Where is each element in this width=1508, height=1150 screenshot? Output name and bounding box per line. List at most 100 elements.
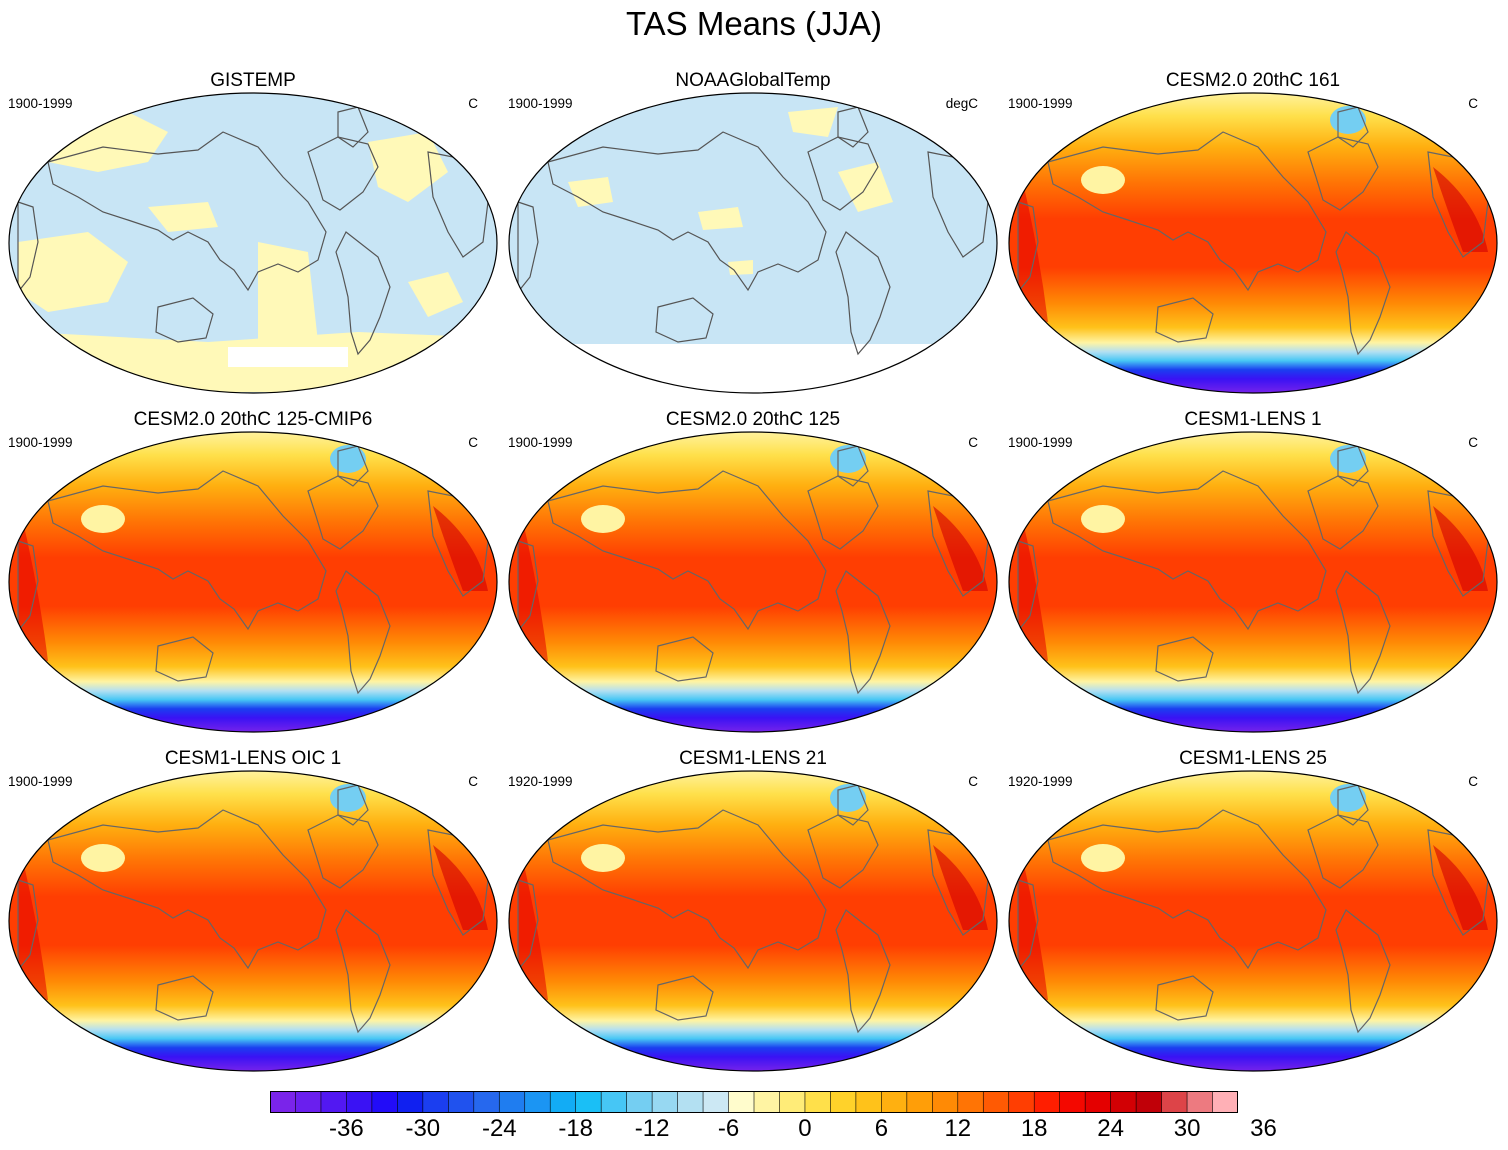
map-boundary — [1008, 770, 1498, 1072]
panel-title: NOAAGlobalTemp — [675, 70, 831, 91]
map-boundary — [1008, 92, 1498, 394]
colorbar-tick-label: 36 — [1250, 1115, 1277, 1142]
colorbar-swatch — [1161, 1091, 1188, 1113]
world-map — [8, 770, 498, 1072]
panel-units: C — [468, 774, 478, 789]
map-panel: CESM2.0 20thC 125-CMIP6 1900-1999 C — [8, 409, 498, 739]
map-panel: CESM1-LENS 25 1920-1999 C — [1008, 748, 1498, 1078]
colorbar-tick-label: 6 — [874, 1115, 889, 1142]
panel-units: C — [1468, 96, 1478, 111]
colorbar-labels: -36 -30 -24 -18 -12 -6 0 6 12 18 24 30 36 — [0, 1114, 1508, 1150]
colorbar-tick-label: 24 — [1097, 1115, 1124, 1142]
colorbar-tick-label: -12 — [634, 1115, 670, 1142]
colorbar-swatch — [932, 1091, 959, 1113]
world-map — [1008, 92, 1498, 394]
colorbar-swatch — [601, 1091, 628, 1113]
colorbar-swatch — [1008, 1091, 1035, 1113]
panel-period: 1900-1999 — [8, 96, 73, 111]
panel-period: 1900-1999 — [8, 435, 73, 450]
colorbar-tick-label: -36 — [329, 1115, 364, 1142]
colorbar-swatch — [499, 1091, 526, 1113]
colorbar-swatch — [1085, 1091, 1112, 1113]
world-map — [8, 92, 498, 394]
colorbar-swatch — [906, 1091, 933, 1113]
figure-title: TAS Means (JJA) — [625, 5, 883, 42]
colorbar-swatch — [422, 1091, 449, 1113]
colorbar-swatch — [1110, 1091, 1137, 1113]
colorbar-tick-label: 0 — [798, 1115, 812, 1142]
colorbar-swatch — [804, 1091, 831, 1113]
panel-period: 1920-1999 — [508, 774, 573, 789]
panel-units: C — [468, 96, 478, 111]
colorbar-swatch — [728, 1091, 755, 1113]
colorbar-swatch — [855, 1091, 882, 1113]
colorbar-swatch — [524, 1091, 551, 1113]
world-map — [1008, 770, 1498, 1072]
panel-title: CESM2.0 20thC 125-CMIP6 — [133, 409, 373, 430]
panel-units: C — [1468, 774, 1478, 789]
panel-title: CESM2.0 20thC 125 — [665, 409, 841, 430]
colorbar-tick-label: -6 — [717, 1115, 740, 1142]
colorbar-tick-label: -18 — [558, 1115, 594, 1142]
colorbar-swatch — [346, 1091, 373, 1113]
map-boundary — [1008, 431, 1498, 733]
colorbar-swatch — [320, 1091, 347, 1113]
colorbar-tick-label: 18 — [1020, 1115, 1048, 1142]
panel-units: C — [968, 774, 978, 789]
colorbar-swatch — [270, 1091, 296, 1113]
colorbar-swatch — [983, 1091, 1010, 1113]
world-map — [508, 770, 998, 1072]
colorbar-swatch — [957, 1091, 984, 1113]
panel-units: C — [468, 435, 478, 450]
colorbar-tick-label: 30 — [1173, 1115, 1201, 1142]
colorbar-swatch — [371, 1091, 398, 1113]
colorbar-swatch — [1136, 1091, 1163, 1113]
colorbar-swatch — [575, 1091, 602, 1113]
colorbar-swatch — [295, 1091, 322, 1113]
panel-period: 1900-1999 — [1008, 96, 1073, 111]
panel-units: C — [968, 435, 978, 450]
colorbar-swatch — [397, 1091, 424, 1113]
map-boundary — [508, 770, 998, 1072]
panel-period: 1900-1999 — [1008, 435, 1073, 450]
world-map — [508, 92, 998, 394]
colorbar-tick-label: -30 — [405, 1115, 441, 1142]
colorbar-swatch — [1187, 1091, 1214, 1113]
colorbar-swatch — [830, 1091, 857, 1113]
panel-title: CESM1-LENS 1 — [1184, 409, 1322, 430]
map-panel: CESM2.0 20thC 125 1900-1999 C — [508, 409, 998, 739]
colorbar-swatch — [626, 1091, 653, 1113]
colorbar-tick-label: 12 — [944, 1115, 972, 1142]
world-map — [8, 431, 498, 733]
colorbar-swatch — [448, 1091, 475, 1113]
colorbar-swatch — [754, 1091, 780, 1113]
world-map — [1008, 431, 1498, 733]
colorbar-swatch — [1034, 1091, 1061, 1113]
map-panel: CESM1-LENS 1 1900-1999 C — [1008, 409, 1498, 739]
map-panel: GISTEMP 1900-1999 C — [8, 70, 498, 400]
map-boundary — [8, 92, 498, 394]
panel-title: CESM2.0 20thC 161 — [1165, 70, 1341, 91]
panel-period: 1900-1999 — [508, 96, 573, 111]
colorbar — [270, 1091, 1238, 1113]
map-boundary — [8, 770, 498, 1072]
map-panel: CESM1-LENS 21 1920-1999 C — [508, 748, 998, 1078]
panel-title: CESM1-LENS 25 — [1179, 748, 1327, 769]
panel-title: CESM1-LENS OIC 1 — [164, 748, 342, 769]
world-map — [508, 431, 998, 733]
map-boundary — [508, 92, 998, 394]
map-panel: NOAAGlobalTemp 1900-1999 degC — [508, 70, 998, 400]
colorbar-tick-label: -24 — [481, 1115, 517, 1142]
panel-period: 1900-1999 — [8, 774, 73, 789]
colorbar-swatch — [652, 1091, 679, 1113]
panel-period: 1900-1999 — [508, 435, 573, 450]
colorbar-swatch — [703, 1091, 730, 1113]
colorbar-swatch — [677, 1091, 704, 1113]
map-boundary — [8, 431, 498, 733]
colorbar-swatch — [881, 1091, 908, 1113]
colorbar-swatch — [473, 1091, 500, 1113]
panel-title: CESM1-LENS 21 — [679, 748, 827, 769]
panel-units: C — [1468, 435, 1478, 450]
panel-title: GISTEMP — [210, 70, 296, 91]
panel-units: degC — [945, 96, 978, 111]
